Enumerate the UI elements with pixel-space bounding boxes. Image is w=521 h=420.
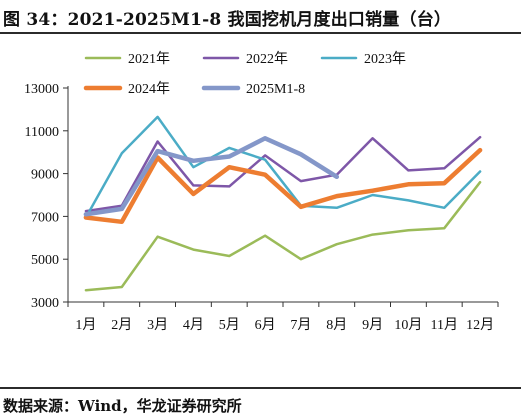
y-tick-label: 13000 — [24, 82, 59, 97]
source-rule — [0, 387, 521, 389]
series-line — [84, 135, 482, 213]
legend-label: 2023年 — [364, 51, 406, 67]
legend: 2021年 2022年 2023年 2024年 2025M1-8 — [83, 51, 406, 97]
legend-item: 2022年 — [202, 51, 288, 67]
chart-title: 图 34：2021-2025M1-8 我国挖机月度出口销量（台） — [3, 10, 452, 30]
series-0 — [84, 180, 482, 292]
legend-item: 2025M1-8 — [201, 82, 305, 97]
title-rule — [0, 32, 521, 34]
x-tick-label: 6月 — [255, 317, 276, 333]
series-line — [83, 147, 483, 225]
axes: 3000 5000 7000 9000 11000 13000 1月 2月 3月 4月 5月 6月 7月… — [24, 82, 499, 333]
y-tick-label: 3000 — [31, 296, 59, 311]
y-tick-label: 9000 — [31, 168, 59, 183]
source-note: 数据来源：Wind，华龙证券研究所 — [3, 397, 242, 415]
legend-item: 2023年 — [320, 51, 406, 67]
legend-label: 2024年 — [128, 81, 170, 97]
x-tick-label: 7月 — [290, 317, 311, 333]
series-line — [84, 180, 482, 292]
line-chart: 3000 5000 7000 9000 11000 13000 1月 2月 3月 4月 5月 6月 7月… — [24, 51, 499, 333]
y-tick-label: 5000 — [31, 253, 59, 268]
y-tick-label: 7000 — [31, 210, 59, 225]
y-tick-label: 11000 — [25, 125, 59, 140]
x-tick-label: 8月 — [326, 317, 347, 333]
x-tick-label: 9月 — [362, 317, 383, 333]
x-tick-label: 1月 — [75, 317, 96, 333]
legend-item: 2024年 — [83, 81, 170, 97]
x-tick-label: 5月 — [219, 317, 240, 333]
series-4 — [83, 136, 340, 217]
series-line — [84, 115, 482, 219]
legend-item: 2021年 — [84, 51, 170, 67]
x-tick-label: 12月 — [466, 317, 494, 333]
series-line — [83, 136, 340, 217]
x-tick-label: 2月 — [111, 317, 132, 333]
x-tick-label: 10月 — [394, 317, 422, 333]
legend-label: 2022年 — [246, 51, 288, 67]
x-tick-label: 3月 — [147, 317, 168, 333]
x-tick-label: 11月 — [431, 317, 458, 333]
x-tick-label: 4月 — [183, 317, 204, 333]
series-2 — [84, 115, 482, 219]
legend-label: 2021年 — [128, 51, 170, 67]
series-3 — [83, 147, 483, 225]
legend-label: 2025M1-8 — [246, 82, 305, 97]
series-layer — [83, 115, 483, 292]
